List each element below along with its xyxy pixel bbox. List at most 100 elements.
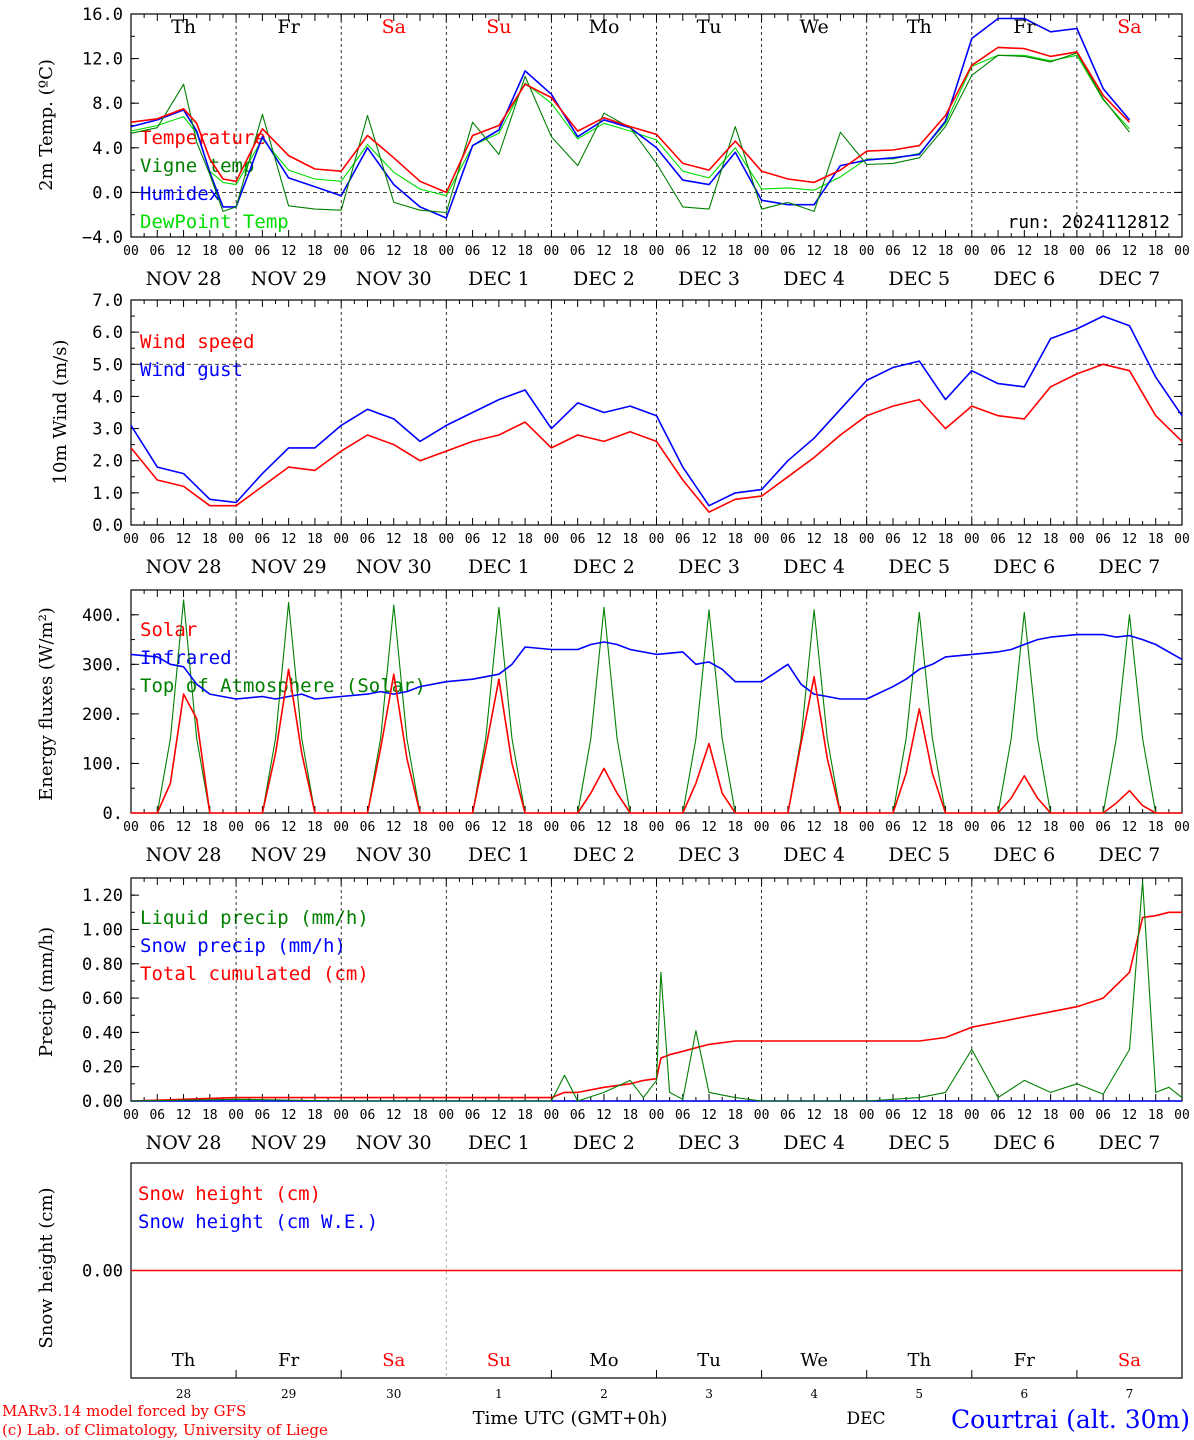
series-line-temperature: [130, 46, 1131, 194]
hour-tick-label: 18: [202, 820, 218, 835]
hour-tick-label: 06: [780, 1108, 796, 1123]
hour-tick-label: 06: [570, 244, 586, 259]
run-label: run: 2024112812: [1007, 212, 1170, 233]
hour-tick-label: 12: [1017, 820, 1033, 835]
hour-tick-label: 18: [622, 820, 638, 835]
legend-wind-speed: Wind speed: [140, 331, 254, 353]
date-label: NOV 30: [356, 1132, 432, 1154]
hour-tick-label: 00: [754, 820, 770, 835]
day-number-label: 7: [1126, 1387, 1134, 1401]
hour-tick-label: 06: [885, 244, 901, 259]
day-number-label: 6: [1021, 1387, 1029, 1401]
hour-tick-label: 00: [754, 532, 770, 547]
hour-tick-label: 00: [228, 1108, 244, 1123]
hour-tick-label: 12: [281, 532, 297, 547]
precip-panel: Precip (mm/h) Liquid precip (mm/h) Snow …: [36, 907, 369, 1057]
hour-tick-label: 12: [1017, 244, 1033, 259]
date-label: NOV 28: [146, 268, 222, 290]
date-label: DEC 5: [888, 268, 950, 290]
day-number-label: 4: [810, 1387, 818, 1401]
hour-tick-label: 06: [990, 244, 1006, 259]
hour-tick-label: 18: [1148, 532, 1164, 547]
y-tick-label: 7.0: [92, 291, 123, 311]
date-label: DEC 2: [573, 1132, 635, 1154]
hour-tick-label: 00: [123, 1108, 139, 1123]
hour-tick-label: 06: [255, 532, 271, 547]
hour-tick-label: 00: [438, 1108, 454, 1123]
day-name-label: Fr: [278, 1350, 299, 1371]
hour-tick-label: 00: [438, 820, 454, 835]
y-tick-label: 2.0: [92, 452, 123, 472]
hour-tick-label: 12: [281, 820, 297, 835]
hour-tick-label: 00: [438, 532, 454, 547]
day-number-label: 29: [281, 1387, 296, 1401]
energy-y-axis-label: Energy fluxes (W/m²): [36, 607, 57, 801]
hour-tick-label: 00: [228, 820, 244, 835]
hour-tick-label: 00: [1174, 1108, 1190, 1123]
y-tick-label: 300.: [82, 655, 123, 675]
hour-tick-label: 06: [990, 820, 1006, 835]
energy-panel: Energy fluxes (W/m²) Solar Infrared Top …: [36, 607, 426, 801]
hour-tick-label: 00: [228, 532, 244, 547]
y-tick-label: 0.20: [82, 1058, 123, 1078]
hour-tick-label: 06: [149, 1108, 165, 1123]
hour-tick-label: 12: [1017, 532, 1033, 547]
date-label: DEC 4: [783, 1132, 845, 1154]
hour-tick-label: 18: [517, 532, 533, 547]
legend-snow-height: Snow height (cm): [138, 1183, 321, 1205]
hour-tick-label: 18: [727, 244, 743, 259]
temperature-panel: 2m Temp. (ºC) run: 2024112812 Temperatur…: [36, 59, 1170, 233]
date-label: DEC 7: [1099, 1132, 1161, 1154]
time-axis-label: Time UTC (GMT+0h): [473, 1408, 668, 1429]
hour-tick-label: 06: [780, 532, 796, 547]
date-label: DEC 7: [1099, 844, 1161, 866]
hour-tick-label: 12: [491, 1108, 507, 1123]
date-label: NOV 28: [146, 1132, 222, 1154]
series-line-liquid-precip-mm-h-: [130, 880, 1183, 1102]
hour-tick-label: 12: [701, 532, 717, 547]
hour-tick-label: 00: [438, 244, 454, 259]
hour-tick-label: 18: [938, 244, 954, 259]
hour-tick-label: 06: [1095, 244, 1111, 259]
y-tick-label: 0.80: [82, 955, 123, 975]
day-name-label: Th: [907, 1350, 931, 1371]
hour-tick-label: 12: [176, 1108, 192, 1123]
y-tick-label: 0.0: [92, 183, 123, 203]
y-tick-label: 12.0: [82, 50, 123, 70]
hour-tick-label: 00: [964, 244, 980, 259]
hour-tick-label: 00: [123, 244, 139, 259]
day-name-label: Tu: [697, 16, 722, 38]
hour-tick-label: 06: [990, 532, 1006, 547]
hour-tick-label: 06: [570, 532, 586, 547]
series-line-solar: [131, 668, 1182, 814]
y-tick-label: 0.00: [82, 1262, 123, 1282]
hour-tick-label: 00: [754, 1108, 770, 1123]
y-tick-label: 0.60: [82, 989, 123, 1009]
hour-tick-label: 00: [1174, 244, 1190, 259]
footer: MARv3.14 model forced by GFS (c) Lab. of…: [2, 1402, 1190, 1439]
legend-snow-height-we: Snow height (cm W.E.): [138, 1211, 378, 1233]
panel-1-frame: [130, 299, 1183, 526]
hour-tick-label: 06: [360, 1108, 376, 1123]
hour-tick-label: 06: [885, 532, 901, 547]
legend-solar: Solar: [140, 619, 197, 641]
legend-humidex: Humidex: [140, 183, 220, 205]
hour-tick-label: 18: [517, 244, 533, 259]
hour-tick-label: 18: [833, 1108, 849, 1123]
hour-tick-label: 00: [333, 820, 349, 835]
day-name-label: Th: [171, 16, 196, 38]
hour-tick-label: 00: [649, 244, 665, 259]
hour-tick-label: 12: [596, 244, 612, 259]
hour-tick-label: 18: [622, 244, 638, 259]
hour-tick-label: 18: [1043, 244, 1059, 259]
y-tick-label: 0.0: [92, 516, 123, 536]
day-name-label: Fr: [278, 16, 301, 38]
date-label: NOV 29: [251, 556, 327, 578]
hour-tick-label: 12: [1122, 820, 1138, 835]
date-label: DEC 7: [1099, 556, 1161, 578]
hour-tick-label: 06: [1095, 1108, 1111, 1123]
date-label: DEC 1: [468, 556, 530, 578]
hour-tick-label: 00: [228, 244, 244, 259]
hour-tick-label: 06: [675, 820, 691, 835]
wind-panel: 10m Wind (m/s) Wind speed Wind gust: [50, 331, 254, 484]
